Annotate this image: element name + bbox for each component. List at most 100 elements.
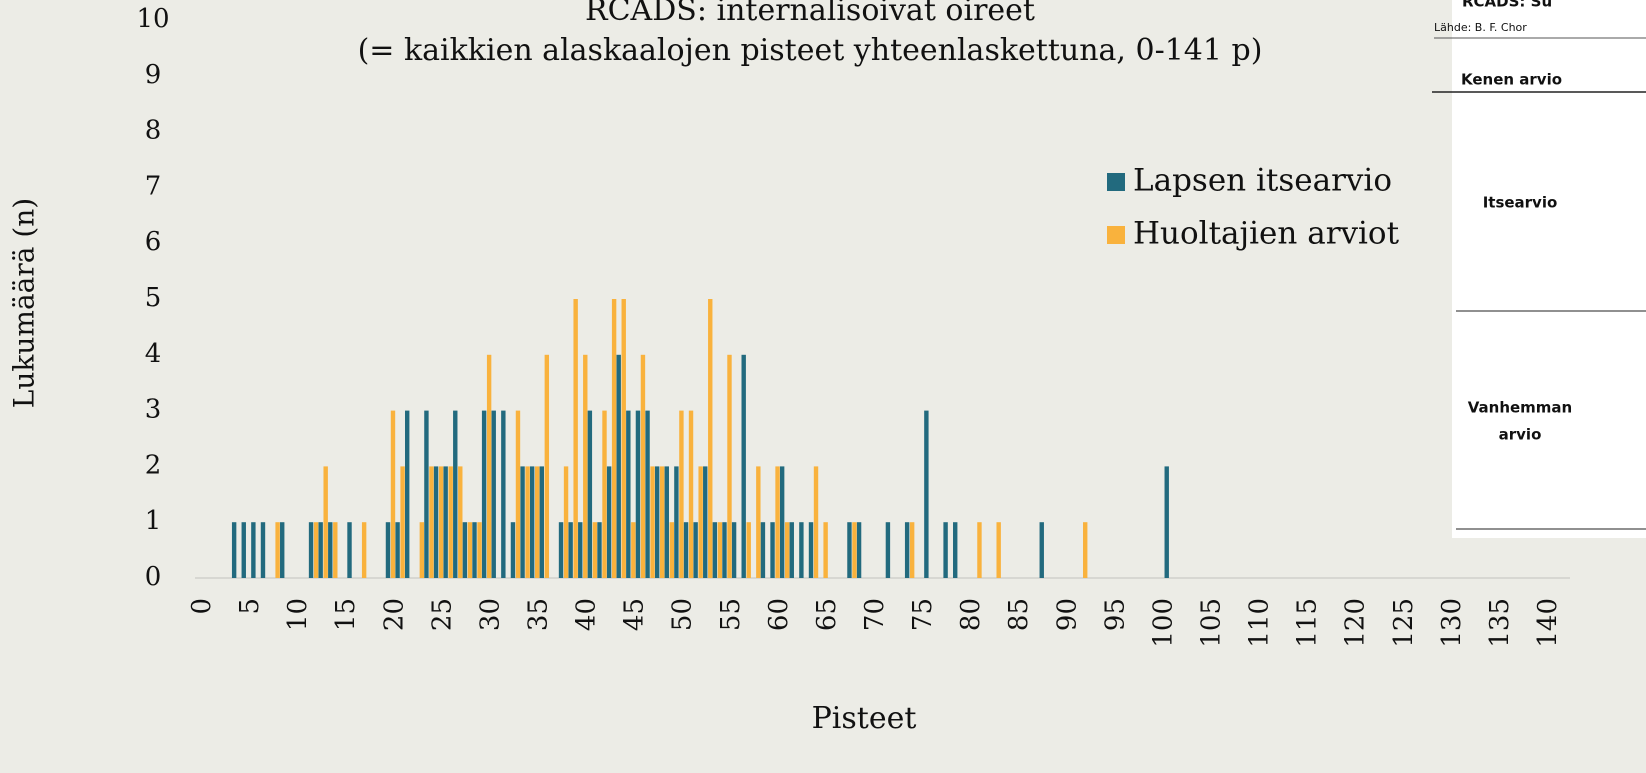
x-tick-label: 45	[620, 598, 650, 631]
bar	[856, 522, 862, 578]
panel-title: RCADS: Su	[1462, 0, 1552, 11]
bar	[708, 299, 713, 578]
x-tick-label: 115	[1293, 598, 1323, 648]
bar	[405, 410, 410, 578]
bar	[280, 522, 285, 578]
panel-row: arvio	[1499, 426, 1542, 444]
chart-subtitle: (= kaikkien alaskaalojen pisteet yhteenl…	[358, 33, 1263, 68]
bar	[438, 466, 444, 578]
bar	[808, 522, 814, 578]
bar	[606, 466, 612, 578]
bar	[602, 410, 607, 578]
panel-row: Vanhemman	[1468, 399, 1573, 417]
legend-label: Lapsen itsearvio	[1133, 163, 1392, 199]
x-tick-label: 0	[187, 598, 217, 615]
x-tick-label: 95	[1100, 598, 1130, 631]
bar	[823, 522, 828, 578]
x-tick-label: 55	[716, 598, 746, 631]
x-tick-label: 125	[1389, 598, 1419, 648]
bar	[659, 466, 665, 578]
bar	[563, 466, 569, 578]
bar	[429, 466, 434, 578]
y-tick-label: 2	[145, 450, 162, 480]
bar	[323, 466, 328, 578]
x-tick-label: 135	[1485, 598, 1515, 648]
bar	[510, 522, 516, 578]
bar	[746, 522, 751, 578]
x-axis-label: Pisteet	[812, 701, 917, 736]
bar	[453, 410, 458, 578]
bar	[539, 466, 544, 578]
y-tick-label: 4	[145, 339, 162, 369]
legend-label: Huoltajien arviot	[1133, 216, 1400, 252]
y-axis-label: Lukumäärä (n)	[8, 198, 41, 408]
legend-swatch	[1107, 226, 1125, 244]
bar	[501, 410, 506, 578]
bar	[996, 522, 1001, 578]
bar	[231, 522, 237, 578]
bar	[683, 522, 689, 578]
bar	[731, 522, 737, 578]
x-tick-label: 140	[1533, 598, 1563, 648]
x-tick-label: 15	[331, 598, 361, 631]
bar	[693, 522, 698, 578]
bar	[654, 466, 660, 578]
bar	[789, 522, 794, 578]
bar	[558, 522, 564, 578]
bar	[924, 410, 929, 578]
bar	[616, 354, 621, 578]
bar	[717, 522, 723, 578]
x-tick-label: 60	[764, 598, 794, 631]
x-tick-label: 10	[283, 598, 313, 631]
y-tick-label: 9	[145, 60, 162, 90]
bar	[592, 522, 598, 578]
bar	[467, 522, 473, 578]
bar	[885, 522, 891, 578]
x-tick-label: 110	[1245, 598, 1275, 648]
bar	[635, 410, 641, 578]
bar	[645, 410, 650, 578]
x-tick-label: 90	[1052, 598, 1082, 631]
bar	[712, 522, 718, 578]
bar	[597, 522, 602, 578]
bar	[756, 466, 761, 578]
bar	[779, 466, 785, 578]
x-tick-label: 70	[860, 598, 890, 631]
panel-header: Kenen arvio	[1461, 71, 1562, 89]
bar	[347, 522, 352, 578]
bar	[770, 522, 775, 578]
y-tick-label: 8	[145, 116, 162, 146]
bar	[313, 522, 319, 578]
bar	[333, 522, 338, 578]
bar	[741, 354, 746, 578]
bar	[328, 522, 333, 578]
bar	[727, 354, 732, 578]
bar	[525, 466, 530, 578]
x-tick-label: 80	[956, 598, 986, 631]
panel-bg	[1452, 0, 1646, 538]
bar	[679, 410, 684, 578]
x-tick-label: 85	[1004, 598, 1034, 631]
bar	[674, 466, 679, 578]
x-tick-label: 75	[908, 598, 938, 631]
x-tick-label: 20	[379, 598, 409, 631]
bar	[775, 466, 780, 578]
bar	[583, 354, 588, 578]
bar	[621, 299, 626, 578]
bar	[251, 522, 256, 578]
bar	[390, 410, 396, 578]
bar	[626, 410, 631, 578]
bar	[953, 522, 958, 578]
bar	[241, 522, 246, 578]
chart-title: RCADS: internalisoivat oireet	[585, 0, 1035, 28]
y-tick-label: 3	[145, 395, 162, 425]
bar	[611, 299, 617, 578]
bar	[1039, 522, 1044, 578]
bar	[760, 522, 766, 578]
bar	[472, 522, 477, 578]
bar	[847, 522, 852, 578]
bar	[664, 466, 669, 578]
bar	[458, 466, 463, 578]
